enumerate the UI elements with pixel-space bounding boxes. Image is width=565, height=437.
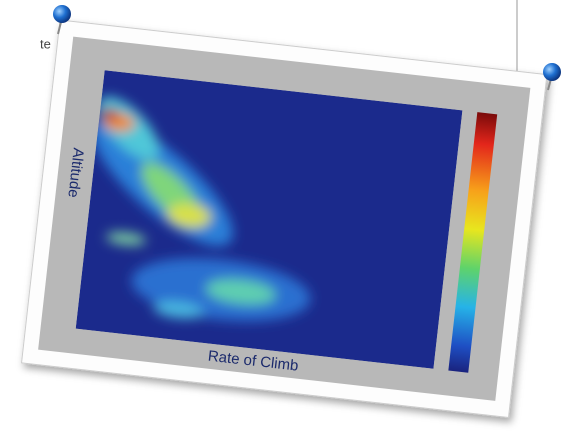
- pin: [53, 5, 71, 23]
- pin: [543, 63, 561, 81]
- y-axis-label: Altitude: [64, 147, 86, 199]
- cropped-text: te: [40, 36, 51, 51]
- colorbar: [448, 112, 498, 373]
- heatmap: [75, 70, 463, 369]
- photo-card: Altitude Rate of Climb: [20, 19, 548, 419]
